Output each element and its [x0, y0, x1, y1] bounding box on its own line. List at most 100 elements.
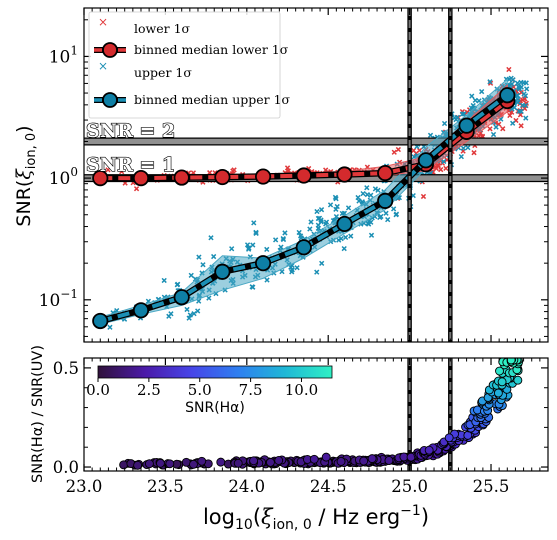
lower-scatter-point: [284, 165, 291, 171]
ratio-point: [367, 454, 377, 464]
upper-scatter-point: [296, 229, 302, 236]
lower-scatter-point: [395, 146, 401, 153]
ratio-point: [119, 460, 129, 470]
bottom-panel: 23.0 23.5 24.0 24.5 25.0 25.5 0.0 0.5 0.0 2.5 5.0…: [30, 345, 549, 533]
upper-scatter-point: [341, 245, 347, 252]
upper-scatter-point: [297, 233, 304, 239]
upper-median-marker: [458, 117, 475, 134]
upper-scatter-point: [334, 203, 340, 210]
upper-scatter-point: [206, 295, 212, 301]
colorbar-tick-label: 10.0: [285, 381, 318, 399]
ratio-point: [444, 433, 454, 443]
ratio-point: [165, 459, 175, 469]
upper-median-marker: [499, 87, 516, 104]
lower-scatter-point: [507, 112, 513, 119]
upper-scatter-point: [318, 207, 325, 213]
lower-scatter-point: [471, 150, 477, 156]
ratio-point: [513, 375, 523, 385]
upper-scatter-point: [514, 80, 521, 86]
upper-scatter-point: [521, 91, 527, 97]
upper-median-marker: [417, 152, 434, 169]
upper-scatter-point: [245, 246, 252, 252]
upper-scatter-point: [280, 236, 287, 243]
upper-scatter-point: [196, 254, 202, 260]
upper-scatter-point: [360, 190, 366, 197]
lower-median-marker: [214, 168, 231, 186]
colorbar-tick-label: 0.0: [86, 381, 110, 399]
upper-scatter-point: [524, 86, 530, 92]
upper-scatter-point: [493, 124, 499, 130]
upper-scatter-point: [174, 282, 180, 288]
ratio-point: [197, 456, 207, 466]
upper-scatter-point: [518, 108, 524, 115]
y-tick-label: 10−1: [39, 287, 78, 311]
colorbar: 0.0 2.5 5.0 7.5 10.0 SNR(Hα): [86, 365, 333, 416]
upper-scatter-point: [465, 145, 471, 151]
upper-scatter-point: [107, 324, 113, 330]
upper-scatter-point: [315, 215, 321, 222]
upper-scatter-point: [264, 277, 270, 283]
upper-scatter-point: [342, 234, 349, 241]
lower-median-marker: [173, 169, 190, 186]
upper-scatter-point: [393, 211, 400, 217]
upper-scatter-point: [523, 115, 529, 121]
lower-scatter-point: [231, 167, 237, 173]
ratio-point: [424, 445, 434, 455]
upper-scatter-point: [253, 229, 259, 236]
upper-scatter-point: [453, 116, 459, 123]
legend-label-upper-median: binned median upper 1σ: [134, 92, 291, 107]
legend: × lower 1σ binned median lower 1σ × uppe…: [88, 11, 291, 119]
upper-scatter-point: [188, 272, 194, 278]
upper-scatter-point: [294, 265, 300, 271]
upper-scatter-point: [323, 221, 329, 227]
upper-scatter-point: [518, 79, 524, 86]
upper-scatter-point: [273, 237, 279, 243]
upper-scatter-point: [333, 196, 339, 202]
ratio-point: [359, 456, 369, 466]
bottom-axes-frame: [83, 357, 549, 472]
lower-median-marker: [254, 168, 272, 185]
upper-median-marker: [92, 312, 109, 330]
ratio-point: [309, 454, 319, 464]
x-tick-label: 23.0: [66, 477, 103, 496]
ratio-point: [497, 377, 507, 387]
upper-scatter-point: [383, 210, 389, 216]
upper-scatter-point: [319, 260, 325, 266]
upper-scatter-point: [264, 246, 270, 253]
upper-scatter-point: [427, 132, 434, 138]
upper-scatter-point: [518, 84, 524, 90]
upper-scatter-point: [250, 242, 256, 248]
upper-scatter-point: [229, 246, 235, 252]
lower-scatter-point: [518, 123, 524, 129]
upper-scatter-point: [356, 198, 362, 204]
upper-scatter-point: [333, 213, 340, 220]
upper-scatter-point: [200, 262, 206, 268]
y-tick-label: 0.5: [53, 359, 79, 378]
legend-entry-upper-median: binned median upper 1σ: [94, 92, 291, 108]
upper-median-marker: [254, 255, 272, 272]
upper-scatter-point: [368, 232, 375, 238]
y-tick-label: 100: [49, 165, 78, 189]
upper-scatter-point: [279, 269, 285, 275]
colorbar-tick-label: 7.5: [239, 381, 263, 399]
upper-scatter-point: [520, 102, 526, 108]
upper-scatter-point: [314, 208, 320, 215]
upper-scatter-point: [345, 205, 352, 211]
ratio-point: [266, 457, 275, 467]
lower-scatter-point: [420, 193, 427, 200]
lower-scatter-point: [517, 112, 524, 118]
ratio-point: [274, 456, 284, 465]
y-tick-label: 0.0: [53, 458, 79, 477]
ratio-scatter-points: [119, 358, 524, 470]
lower-scatter-point: [133, 186, 140, 192]
upper-median-marker: [132, 302, 150, 319]
x-tick-label: 23.5: [147, 477, 184, 496]
upper-scatter-point: [307, 226, 313, 232]
ratio-point: [506, 358, 516, 365]
upper-scatter-point: [378, 213, 384, 220]
lower-scatter-point: [510, 84, 517, 90]
upper-scatter-point: [184, 306, 190, 313]
lower-median-marker: [92, 170, 109, 187]
colorbar-gradient: [97, 365, 333, 379]
upper-scatter-point: [390, 206, 397, 212]
